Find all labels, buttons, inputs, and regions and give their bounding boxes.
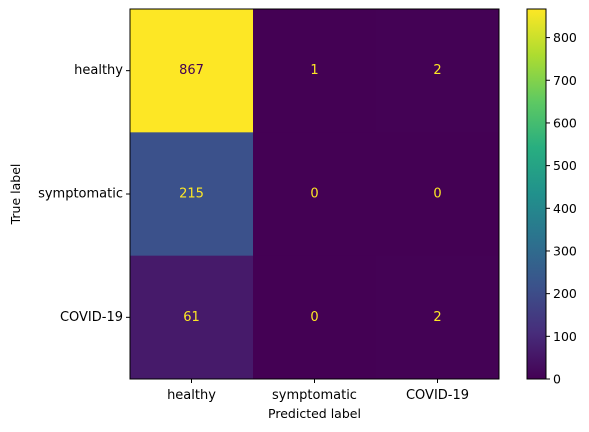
- cell-value: 215: [179, 187, 204, 202]
- matrix-cell: [130, 9, 254, 133]
- y-tick-label: healthy: [74, 63, 123, 78]
- colorbar-tick-label: 300: [553, 243, 577, 258]
- cell-value: 0: [310, 187, 318, 202]
- matrix-cell: [130, 132, 254, 257]
- colorbar-tick-label: 400: [553, 201, 577, 216]
- matrix-cells: [130, 9, 500, 380]
- cell-value: 0: [310, 310, 318, 325]
- y-axis-label: True label: [8, 164, 23, 226]
- x-tick-label: symptomatic: [272, 388, 357, 403]
- cell-value: 1: [310, 63, 318, 78]
- y-tick-label: COVID-19: [60, 310, 123, 325]
- x-axis-label: Predicted label: [268, 406, 361, 421]
- matrix-cell: [376, 255, 500, 380]
- matrix-cell: [376, 9, 500, 133]
- colorbar-frame: [526, 8, 547, 380]
- x-axis-ticks: healthy symptomatic COVID-19: [167, 379, 469, 403]
- cell-value: 2: [433, 63, 441, 78]
- colorbar-tick-label: 800: [553, 30, 577, 45]
- matrix-cell: [253, 132, 377, 257]
- matrix-cell: [130, 255, 254, 380]
- colorbar-tick-label: 500: [553, 158, 577, 173]
- colorbar-gradient: [527, 9, 546, 379]
- matrix-cell: [376, 132, 500, 257]
- y-axis-ticks: healthy symptomatic COVID-19: [38, 63, 130, 325]
- cell-value-labels: 867 1 2 215 0 0 61 0 2: [179, 63, 442, 325]
- cell-value: 0: [433, 187, 441, 202]
- x-tick-label: COVID-19: [406, 388, 469, 403]
- cell-value: 61: [183, 310, 200, 325]
- colorbar-tick-label: 100: [553, 329, 577, 344]
- x-tick-label: healthy: [167, 388, 216, 403]
- cell-value: 867: [179, 63, 204, 78]
- colorbar: 0 100 200 300 400 500 600 700 800: [526, 8, 577, 387]
- colorbar-tick-label: 0: [553, 372, 561, 387]
- matrix-cell: [253, 9, 377, 133]
- cell-value: 2: [433, 310, 441, 325]
- colorbar-tick-label: 200: [553, 286, 577, 301]
- colorbar-ticks: 0 100 200 300 400 500 600 700 800: [546, 30, 577, 387]
- colorbar-tick-label: 700: [553, 73, 577, 88]
- y-tick-label: symptomatic: [38, 187, 123, 202]
- matrix-cell: [253, 255, 377, 380]
- colorbar-tick-label: 600: [553, 115, 577, 130]
